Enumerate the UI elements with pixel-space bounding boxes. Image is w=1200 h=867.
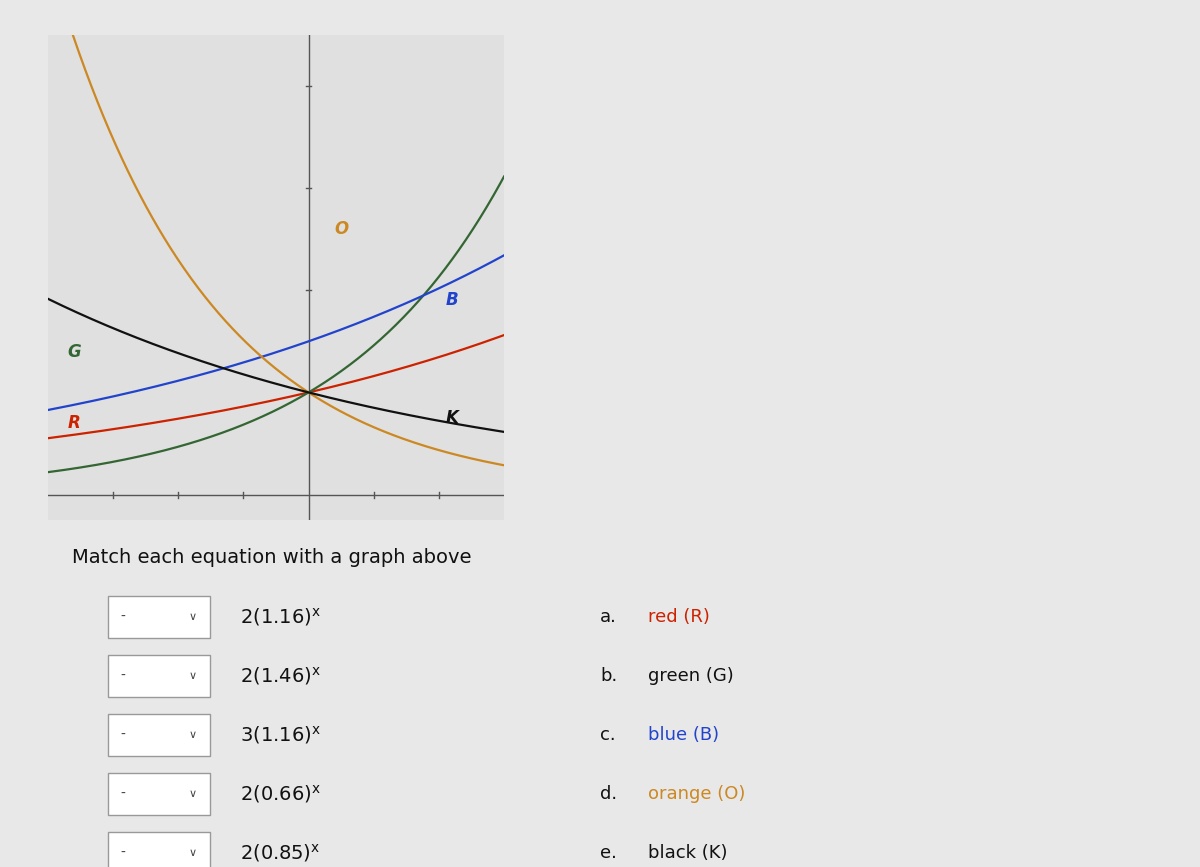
Text: $\mathregular{2(1.16)^{x}}$: $\mathregular{2(1.16)^{x}}$ [240,606,320,629]
FancyBboxPatch shape [108,655,210,697]
Text: c.: c. [600,727,616,744]
FancyBboxPatch shape [108,773,210,815]
Text: green (G): green (G) [648,668,733,685]
Text: R: R [67,414,80,432]
Text: $\mathregular{2(0.85)^{x}}$: $\mathregular{2(0.85)^{x}}$ [240,842,320,864]
Text: Match each equation with a graph above: Match each equation with a graph above [72,548,472,567]
Text: ∨: ∨ [188,848,197,858]
Text: -: - [120,610,125,624]
FancyBboxPatch shape [108,596,210,638]
Text: blue (B): blue (B) [648,727,719,744]
Text: orange (O): orange (O) [648,786,745,803]
Text: O: O [334,220,348,238]
FancyBboxPatch shape [108,714,210,756]
Text: ∨: ∨ [188,671,197,681]
FancyBboxPatch shape [108,832,210,867]
Text: -: - [120,669,125,683]
Text: $\mathregular{2(1.46)^{x}}$: $\mathregular{2(1.46)^{x}}$ [240,665,320,688]
Text: B: B [445,291,458,310]
Text: -: - [120,728,125,742]
Text: ∨: ∨ [188,612,197,623]
Text: black (K): black (K) [648,844,727,862]
Text: b.: b. [600,668,617,685]
Text: $\mathregular{2(0.66)^{x}}$: $\mathregular{2(0.66)^{x}}$ [240,783,320,805]
Text: d.: d. [600,786,617,803]
Text: e.: e. [600,844,617,862]
Text: ∨: ∨ [188,730,197,740]
Text: K: K [445,409,458,427]
Text: G: G [67,342,80,361]
Text: $\mathregular{3(1.16)^{x}}$: $\mathregular{3(1.16)^{x}}$ [240,724,320,746]
Text: red (R): red (R) [648,609,710,626]
Text: a.: a. [600,609,617,626]
Text: -: - [120,787,125,801]
Text: ∨: ∨ [188,789,197,799]
Text: -: - [120,846,125,860]
